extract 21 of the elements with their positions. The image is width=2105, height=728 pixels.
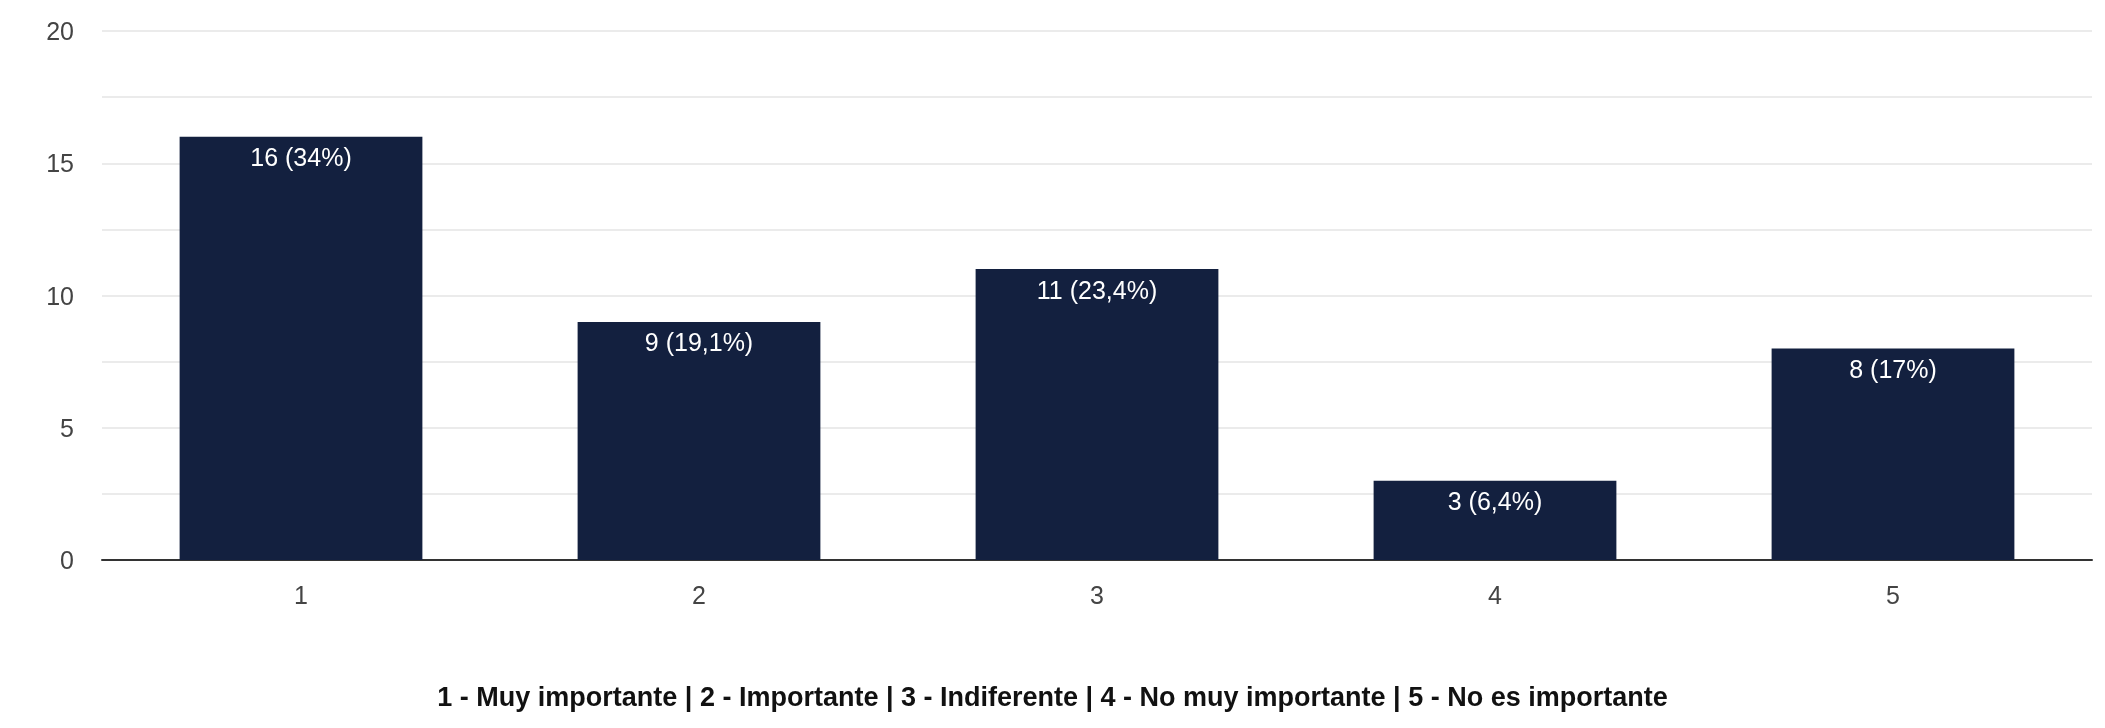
x-tick-label: 2 (692, 580, 706, 609)
y-tick-label: 5 (60, 413, 74, 442)
y-tick-label: 15 (46, 149, 74, 178)
text: 1 - Muy importante | 2 - Importante | 3 - Indiferente | 4 - No muy importante | 5 - No es importante (437, 681, 1668, 712)
x-tick-label: 5 (1886, 580, 1900, 609)
bar (975, 269, 1219, 560)
bar (1771, 348, 2015, 560)
y-tick-label: 0 (60, 546, 74, 574)
data-label: 9 (19,1%) (644, 328, 754, 357)
bar (179, 136, 423, 560)
data-label: 11 (23,4%) (1036, 275, 1158, 304)
data-label: 3 (6,4%) (1447, 487, 1543, 516)
x-tick-label: 1 (294, 580, 308, 609)
x-tick-label: 4 (1488, 580, 1503, 609)
y-tick-label: 20 (46, 17, 74, 45)
y-tick-label: 10 (46, 281, 74, 310)
data-label: 8 (17%) (1849, 354, 1937, 383)
x-tick-label: 3 (1090, 580, 1104, 609)
bar (1373, 480, 1617, 560)
bar (577, 321, 821, 560)
data-label: 16 (34%) (250, 143, 352, 172)
